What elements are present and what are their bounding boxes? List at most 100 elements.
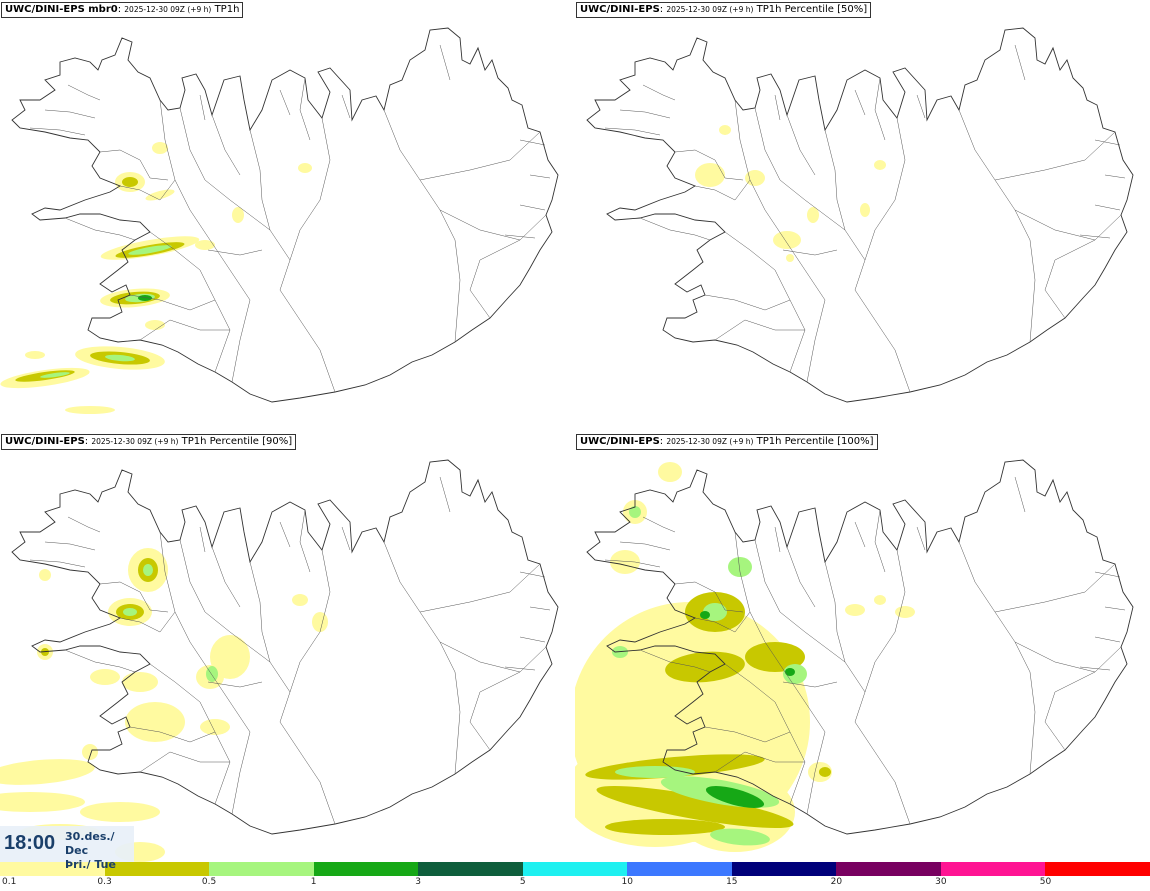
border-line: [149, 663, 231, 805]
border-line: [529, 174, 551, 179]
precip-contour: [25, 351, 45, 359]
border-line: [1079, 666, 1111, 671]
border-line: [786, 114, 816, 176]
precip-contour: [40, 372, 70, 378]
border-line: [67, 516, 101, 533]
border-line: [724, 231, 806, 373]
coastline: [586, 459, 1134, 835]
colorbar-segment: [731, 862, 837, 876]
border-line: [704, 726, 791, 743]
border-line: [1094, 204, 1121, 211]
border-line: [299, 77, 311, 141]
precip-contour: [195, 240, 215, 250]
colorbar-label: 20: [830, 877, 843, 887]
border-line: [207, 681, 263, 688]
border-line: [29, 559, 86, 568]
border-line: [854, 521, 866, 548]
border-line: [119, 611, 176, 633]
border-line: [1014, 641, 1122, 673]
border-line: [619, 109, 671, 119]
border-line: [439, 641, 547, 673]
precip-contour: [210, 635, 250, 679]
precip-contour: [786, 254, 794, 262]
border-line: [64, 217, 136, 241]
valid-time: 18:00: [4, 832, 56, 854]
colorbar-label: 1: [310, 877, 317, 887]
border-line: [1094, 636, 1121, 643]
map-panel-p100: UWC/DINI-EPS: 2025-12-30 09Z (+9 h) TP1h…: [575, 432, 1150, 862]
border-line: [854, 89, 866, 116]
border-line: [119, 179, 176, 201]
precip-contour: [874, 595, 886, 605]
border-line: [619, 541, 671, 551]
border-line: [704, 294, 791, 311]
precip-contour: [658, 462, 682, 482]
border-line: [159, 531, 251, 815]
border-line: [529, 606, 551, 611]
colorbar-label: 0.1: [2, 877, 17, 887]
precip-contour: [605, 819, 725, 835]
precip-contour: [90, 669, 120, 685]
border-line: [249, 561, 271, 663]
valid-date: 30.des./ Dec Þri./ Tue: [65, 830, 116, 871]
border-line: [874, 509, 886, 573]
precip-contour: [128, 245, 172, 255]
panel-title: UWC/DINI-EPS: 2025-12-30 09Z (+9 h) TP1h…: [576, 2, 872, 18]
colorbar-label: 50: [1039, 877, 1052, 887]
border-line: [439, 44, 451, 81]
border-line: [519, 204, 546, 211]
border-line: [99, 581, 169, 613]
colorbar-segment: [418, 862, 523, 876]
precip-contour: [80, 802, 160, 822]
border-line: [44, 541, 96, 551]
precip-contour: [292, 594, 308, 606]
border-line: [674, 581, 744, 613]
precip-field: [695, 125, 886, 262]
border-line: [1014, 44, 1026, 81]
colorbar-label: 0.5: [201, 877, 217, 887]
precip-contour: [145, 189, 175, 201]
colorbar-label: 0.3: [97, 877, 112, 887]
precip-contour: [206, 666, 218, 682]
border-line: [674, 149, 744, 181]
border-line: [29, 127, 86, 136]
border-line: [1014, 476, 1026, 513]
border-line: [714, 751, 805, 773]
precip-contour: [610, 550, 640, 574]
border-line: [639, 649, 711, 673]
precip-contour: [312, 612, 328, 632]
border-line: [1104, 174, 1126, 179]
border-line: [694, 611, 751, 633]
precip-contour: [122, 672, 158, 692]
border-line: [824, 129, 846, 231]
border-line: [864, 117, 906, 261]
colorbar-segment: [104, 862, 210, 876]
colorbar-segment: [313, 862, 419, 876]
border-line: [383, 541, 461, 775]
colorbar-label: 10: [621, 877, 633, 887]
precip-contour: [122, 177, 138, 187]
border-line: [129, 294, 216, 311]
colorbar-segment: [522, 862, 628, 876]
coastline: [11, 459, 559, 835]
precip-contour: [700, 611, 710, 619]
colorbar-label: 3: [415, 877, 422, 887]
border-line: [694, 179, 751, 201]
border-line: [419, 563, 541, 613]
border-line: [754, 107, 911, 393]
border-line: [504, 234, 536, 239]
precip-contour: [0, 792, 85, 812]
precip-contour: [82, 744, 98, 760]
colorbar-label: 15: [726, 877, 738, 887]
precip-contour: [200, 719, 230, 735]
border-line: [179, 107, 336, 393]
border-line: [1079, 234, 1111, 239]
border-line: [714, 319, 805, 341]
precip-contour: [665, 651, 745, 683]
precip-contour: [773, 231, 801, 249]
border-line: [419, 131, 541, 181]
border-line: [916, 94, 926, 119]
precip-contour: [145, 320, 165, 330]
border-line: [864, 549, 906, 693]
precip-contour: [152, 142, 168, 154]
